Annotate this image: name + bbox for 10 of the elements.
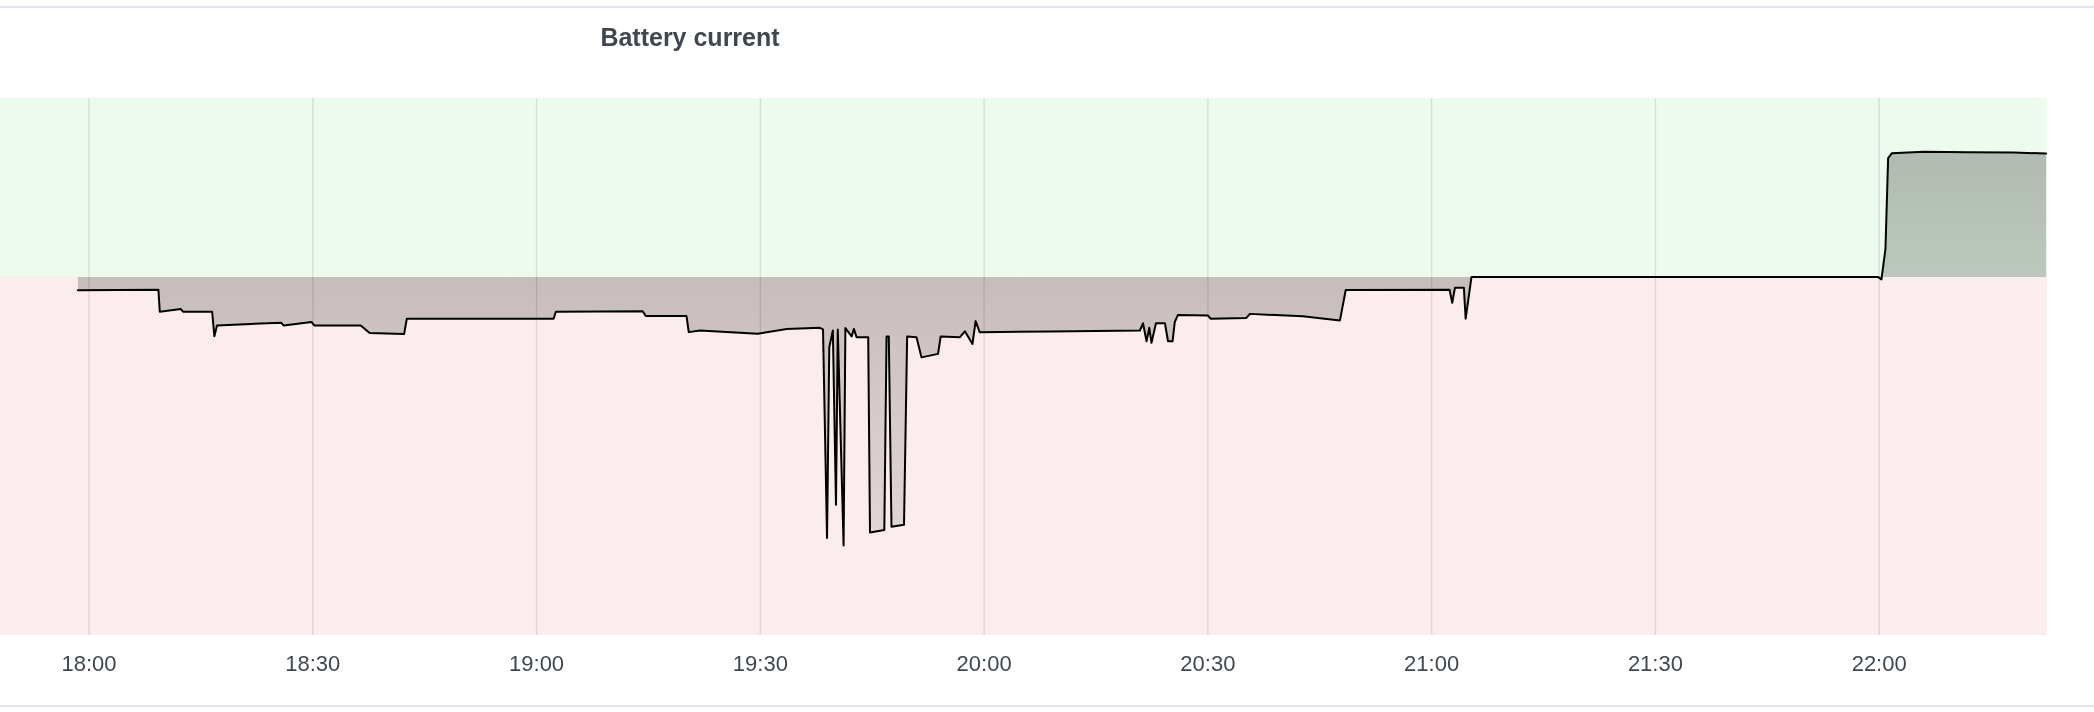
x-tick-label: 19:30	[732, 651, 788, 676]
chart-title: Battery current	[600, 23, 781, 51]
x-tick-label: 22:00	[1851, 651, 1907, 676]
x-tick-label: 21:00	[1404, 651, 1460, 676]
x-tick-label: 20:30	[1180, 651, 1236, 676]
x-tick-label: 21:30	[1627, 651, 1683, 676]
x-tick-label: 18:30	[285, 651, 341, 676]
x-tick-label: 19:00	[509, 651, 565, 676]
x-tick-label: 20:00	[956, 651, 1012, 676]
x-tick-label: 18:00	[61, 651, 117, 676]
